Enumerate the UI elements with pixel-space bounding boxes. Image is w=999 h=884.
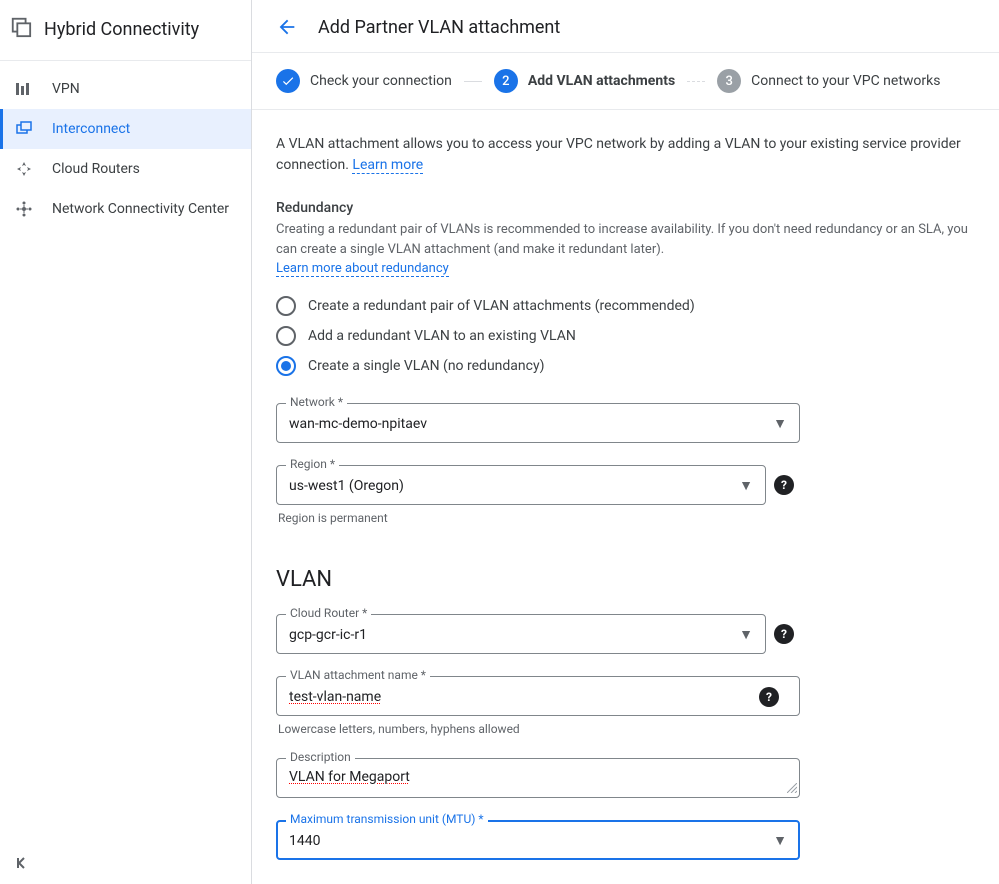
chevron-down-icon: ▼ xyxy=(773,415,787,432)
step-number: 2 xyxy=(494,69,518,93)
radio-icon xyxy=(276,296,296,316)
routers-icon xyxy=(14,159,34,179)
description-field-wrapper: Description VLAN for Megaport xyxy=(276,758,975,798)
radio-label: Create a single VLAN (no redundancy) xyxy=(308,358,544,374)
radio-icon xyxy=(276,356,296,376)
cloud-router-field-wrapper: Cloud Router * gcp-gcr-ic-r1 ▼ ? xyxy=(276,614,975,654)
step-separator xyxy=(464,81,482,82)
field-value: gcp-gcr-ic-r1 xyxy=(289,627,367,643)
resize-handle-icon xyxy=(787,782,797,796)
step-2[interactable]: 2 Add VLAN attachments xyxy=(494,69,675,93)
sidebar-item-ncc[interactable]: Network Connectivity Center xyxy=(0,189,251,229)
sidebar: Hybrid Connectivity VPN Interconnect Clo… xyxy=(0,0,252,884)
field-value: wan-mc-demo-npitaev xyxy=(289,416,427,432)
radio-redundant-pair[interactable]: Create a redundant pair of VLAN attachme… xyxy=(276,291,975,321)
field-label: Cloud Router * xyxy=(286,606,371,620)
field-value: test-vlan-name xyxy=(289,689,381,705)
attachment-name-helper: Lowercase letters, numbers, hyphens allo… xyxy=(278,722,975,736)
interconnect-icon xyxy=(14,119,34,139)
help-icon[interactable]: ? xyxy=(774,475,794,495)
sidebar-item-cloud-routers[interactable]: Cloud Routers xyxy=(0,149,251,189)
radio-label: Create a redundant pair of VLAN attachme… xyxy=(308,298,695,314)
region-field-wrapper: Region * us-west1 (Oregon) ▼ ? xyxy=(276,465,975,505)
step-number: 3 xyxy=(717,69,741,93)
field-label: VLAN attachment name * xyxy=(286,668,430,682)
collapse-button[interactable] xyxy=(14,854,32,876)
redundancy-desc-body: Creating a redundant pair of VLANs is re… xyxy=(276,222,968,257)
field-value: VLAN for Megaport xyxy=(289,769,410,785)
step-1[interactable]: Check your connection xyxy=(276,69,452,93)
help-icon[interactable]: ? xyxy=(759,687,779,707)
step-separator xyxy=(687,81,705,82)
description-input[interactable]: Description VLAN for Megaport xyxy=(276,758,800,798)
redundancy-radio-group: Create a redundant pair of VLAN attachme… xyxy=(276,291,975,381)
radio-add-to-existing[interactable]: Add a redundant VLAN to an existing VLAN xyxy=(276,321,975,351)
hub-icon xyxy=(14,199,34,219)
radio-label: Add a redundant VLAN to an existing VLAN xyxy=(308,328,576,344)
field-label: Network * xyxy=(286,395,347,409)
step-3[interactable]: 3 Connect to your VPC networks xyxy=(717,69,940,93)
network-select[interactable]: Network * wan-mc-demo-npitaev ▼ xyxy=(276,403,800,443)
chevron-down-icon: ▼ xyxy=(739,477,753,494)
field-label: Maximum transmission unit (MTU) * xyxy=(286,812,488,826)
chevron-down-icon: ▼ xyxy=(773,832,787,849)
page-title: Add Partner VLAN attachment xyxy=(318,17,560,38)
main-content: Add Partner VLAN attachment Check your c… xyxy=(252,0,999,884)
mtu-select[interactable]: Maximum transmission unit (MTU) * 1440 ▼ xyxy=(276,820,800,860)
check-icon xyxy=(276,69,300,93)
form-content: A VLAN attachment allows you to access y… xyxy=(252,110,999,884)
redundancy-desc: Creating a redundant pair of VLANs is re… xyxy=(276,220,975,279)
nav-label: VPN xyxy=(52,81,80,97)
region-helper: Region is permanent xyxy=(278,511,975,525)
field-label: Description xyxy=(286,750,355,764)
sidebar-header: Hybrid Connectivity xyxy=(0,0,251,61)
radio-icon xyxy=(276,326,296,346)
cloud-router-select[interactable]: Cloud Router * gcp-gcr-ic-r1 ▼ xyxy=(276,614,766,654)
attachment-name-field-wrapper: VLAN attachment name * test-vlan-name ? xyxy=(276,676,975,716)
learn-more-link[interactable]: Learn more xyxy=(352,157,423,174)
attachment-name-input[interactable]: VLAN attachment name * test-vlan-name ? xyxy=(276,676,800,716)
field-value: 1440 xyxy=(289,833,320,849)
chevron-down-icon: ▼ xyxy=(739,626,753,643)
stepper: Check your connection 2 Add VLAN attachm… xyxy=(252,53,999,110)
sidebar-title: Hybrid Connectivity xyxy=(44,19,199,40)
region-select[interactable]: Region * us-west1 (Oregon) ▼ xyxy=(276,465,766,505)
vpn-icon xyxy=(14,79,34,99)
intro-text: A VLAN attachment allows you to access y… xyxy=(276,134,975,176)
nav-label: Cloud Routers xyxy=(52,161,140,177)
help-icon[interactable]: ? xyxy=(774,624,794,644)
sidebar-item-vpn[interactable]: VPN xyxy=(0,69,251,109)
nav-label: Interconnect xyxy=(52,121,130,137)
redundancy-label: Redundancy xyxy=(276,200,975,216)
back-button[interactable] xyxy=(276,16,298,38)
field-label: Region * xyxy=(286,457,339,471)
page-header: Add Partner VLAN attachment xyxy=(252,0,999,53)
mtu-field-wrapper: Maximum transmission unit (MTU) * 1440 ▼ xyxy=(276,820,975,860)
step-label: Connect to your VPC networks xyxy=(751,73,940,89)
learn-more-redundancy-link[interactable]: Learn more about redundancy xyxy=(276,261,449,277)
step-label: Check your connection xyxy=(310,73,452,89)
radio-single-vlan[interactable]: Create a single VLAN (no redundancy) xyxy=(276,351,975,381)
nav-items: VPN Interconnect Cloud Routers Network C… xyxy=(0,61,251,229)
field-value: us-west1 (Oregon) xyxy=(289,478,404,494)
product-icon xyxy=(10,16,44,42)
step-label: Add VLAN attachments xyxy=(528,73,675,89)
nav-label: Network Connectivity Center xyxy=(52,201,229,217)
vlan-heading: VLAN xyxy=(276,567,975,592)
network-field-wrapper: Network * wan-mc-demo-npitaev ▼ xyxy=(276,403,975,443)
sidebar-item-interconnect[interactable]: Interconnect xyxy=(0,109,251,149)
